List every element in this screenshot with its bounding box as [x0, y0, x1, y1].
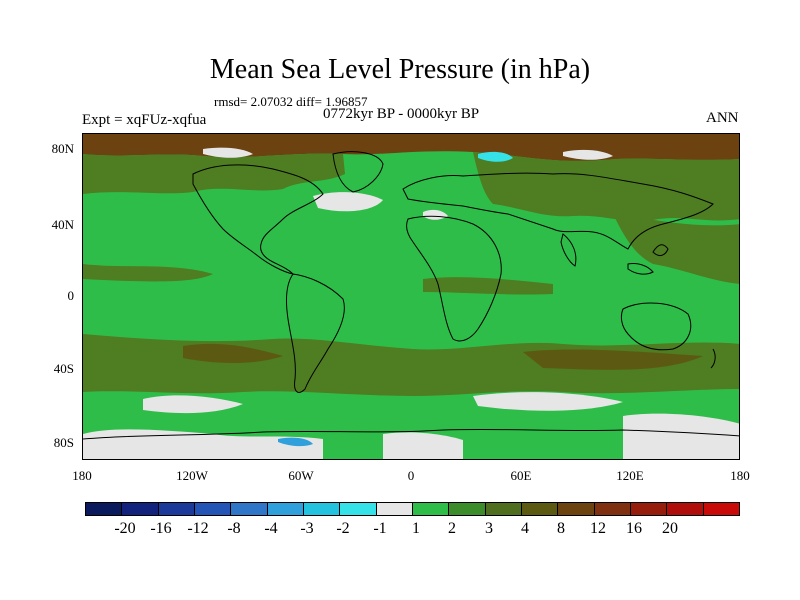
period-label: 0772kyr BP - 0000kyr BP — [323, 106, 480, 122]
mediterranean-patch — [423, 209, 448, 220]
colorbar-label: -20 — [114, 520, 136, 537]
colorbar-swatch — [340, 503, 377, 515]
greenland-coast — [332, 151, 384, 193]
africa-coast — [406, 215, 502, 342]
pressure-map — [82, 133, 740, 460]
colorbar-swatch — [267, 503, 304, 515]
colorbar-swatch — [449, 503, 486, 515]
colorbar-label: -8 — [227, 520, 241, 537]
colorbar-label: -12 — [187, 520, 209, 537]
colorbar-swatch — [667, 503, 704, 515]
colorbar-label: 2 — [448, 520, 456, 537]
x-tick-label: 120E — [616, 468, 644, 483]
antarctica-coast — [83, 428, 739, 440]
colorbar-label: -16 — [150, 520, 172, 537]
colorbar-swatch — [521, 503, 559, 515]
philippines-coast — [652, 244, 669, 257]
south-pacific-white — [143, 395, 243, 414]
colorbar-swatch — [412, 503, 450, 515]
colorbar-label: 4 — [521, 520, 529, 537]
colorbar-swatch — [303, 503, 341, 515]
atlantic-band — [423, 277, 553, 295]
antarctic-blue-spot — [278, 437, 313, 447]
north-america-coast — [192, 164, 324, 275]
eurasia-coast — [402, 172, 714, 250]
colorbar-label: -3 — [300, 520, 314, 537]
colorbar-swatch — [703, 503, 739, 515]
colorbar-swatch — [376, 503, 413, 515]
tropical-band — [83, 264, 213, 282]
colorbar-swatch — [594, 503, 631, 515]
colorbar-swatch — [231, 503, 268, 515]
colorbar-swatch — [194, 503, 232, 515]
indonesia-coast — [627, 263, 654, 275]
x-tick-label: 60W — [288, 468, 314, 483]
north-pacific-band — [83, 153, 345, 194]
x-tick-label: 60E — [510, 468, 532, 483]
x-tick-label: 180 — [730, 468, 750, 483]
colorbar-swatch — [558, 503, 595, 515]
north-atlantic-low — [313, 192, 383, 212]
colorbar-label: 20 — [662, 520, 678, 537]
colorbar-label: 8 — [557, 520, 565, 537]
antarctic-white-center — [383, 432, 463, 459]
indian-ocean-high — [523, 349, 703, 370]
y-tick-label: 80S — [53, 435, 74, 450]
y-tick-label: 40S — [53, 361, 74, 376]
colorbar-label: 3 — [485, 520, 493, 537]
arctic-cyan-spot — [478, 151, 513, 162]
coastlines — [83, 151, 739, 440]
x-tick-label: 120W — [176, 468, 208, 483]
y-tick-label: 0 — [67, 288, 75, 303]
australia-coast — [620, 302, 692, 351]
experiment-label: Expt = xqFUz-xqfua — [82, 112, 207, 128]
southeast-pacific-high — [183, 343, 283, 363]
map-canvas — [83, 134, 739, 459]
x-tick-label: 180 — [72, 468, 92, 483]
stats-line: rmsd= 2.07032 diff= 1.96857 — [214, 94, 368, 109]
plot-title: Mean Sea Level Pressure (in hPa) — [209, 54, 591, 85]
colorbar-label: 16 — [626, 520, 642, 537]
arctic-white-patch — [203, 147, 253, 158]
colorbar-label: -2 — [336, 520, 350, 537]
colorbar-swatch — [122, 503, 159, 515]
y-tick-label: 80N — [51, 141, 74, 156]
y-tick-label: 40N — [51, 217, 74, 232]
colorbar-label: -4 — [264, 520, 278, 537]
arctic-white-patch-2 — [563, 149, 613, 160]
colorbar-swatch — [86, 503, 123, 515]
colorbar-label: 12 — [590, 520, 606, 537]
south-america-coast — [285, 273, 345, 393]
colorbar-label: -1 — [373, 520, 387, 537]
colorbar — [85, 502, 740, 516]
india-coast — [560, 233, 577, 267]
x-tick-label: 0 — [407, 468, 415, 483]
new-zealand-coast — [710, 348, 716, 369]
colorbar-swatch — [485, 503, 522, 515]
colorbar-label: 1 — [412, 520, 420, 537]
antarctic-white-west — [83, 429, 323, 459]
colorbar-swatch — [630, 503, 668, 515]
antarctic-white-east — [623, 413, 739, 459]
eurasia-band — [473, 152, 739, 221]
south-indian-white — [473, 392, 623, 411]
season-label: ANN — [706, 110, 739, 126]
colorbar-swatch — [158, 503, 195, 515]
